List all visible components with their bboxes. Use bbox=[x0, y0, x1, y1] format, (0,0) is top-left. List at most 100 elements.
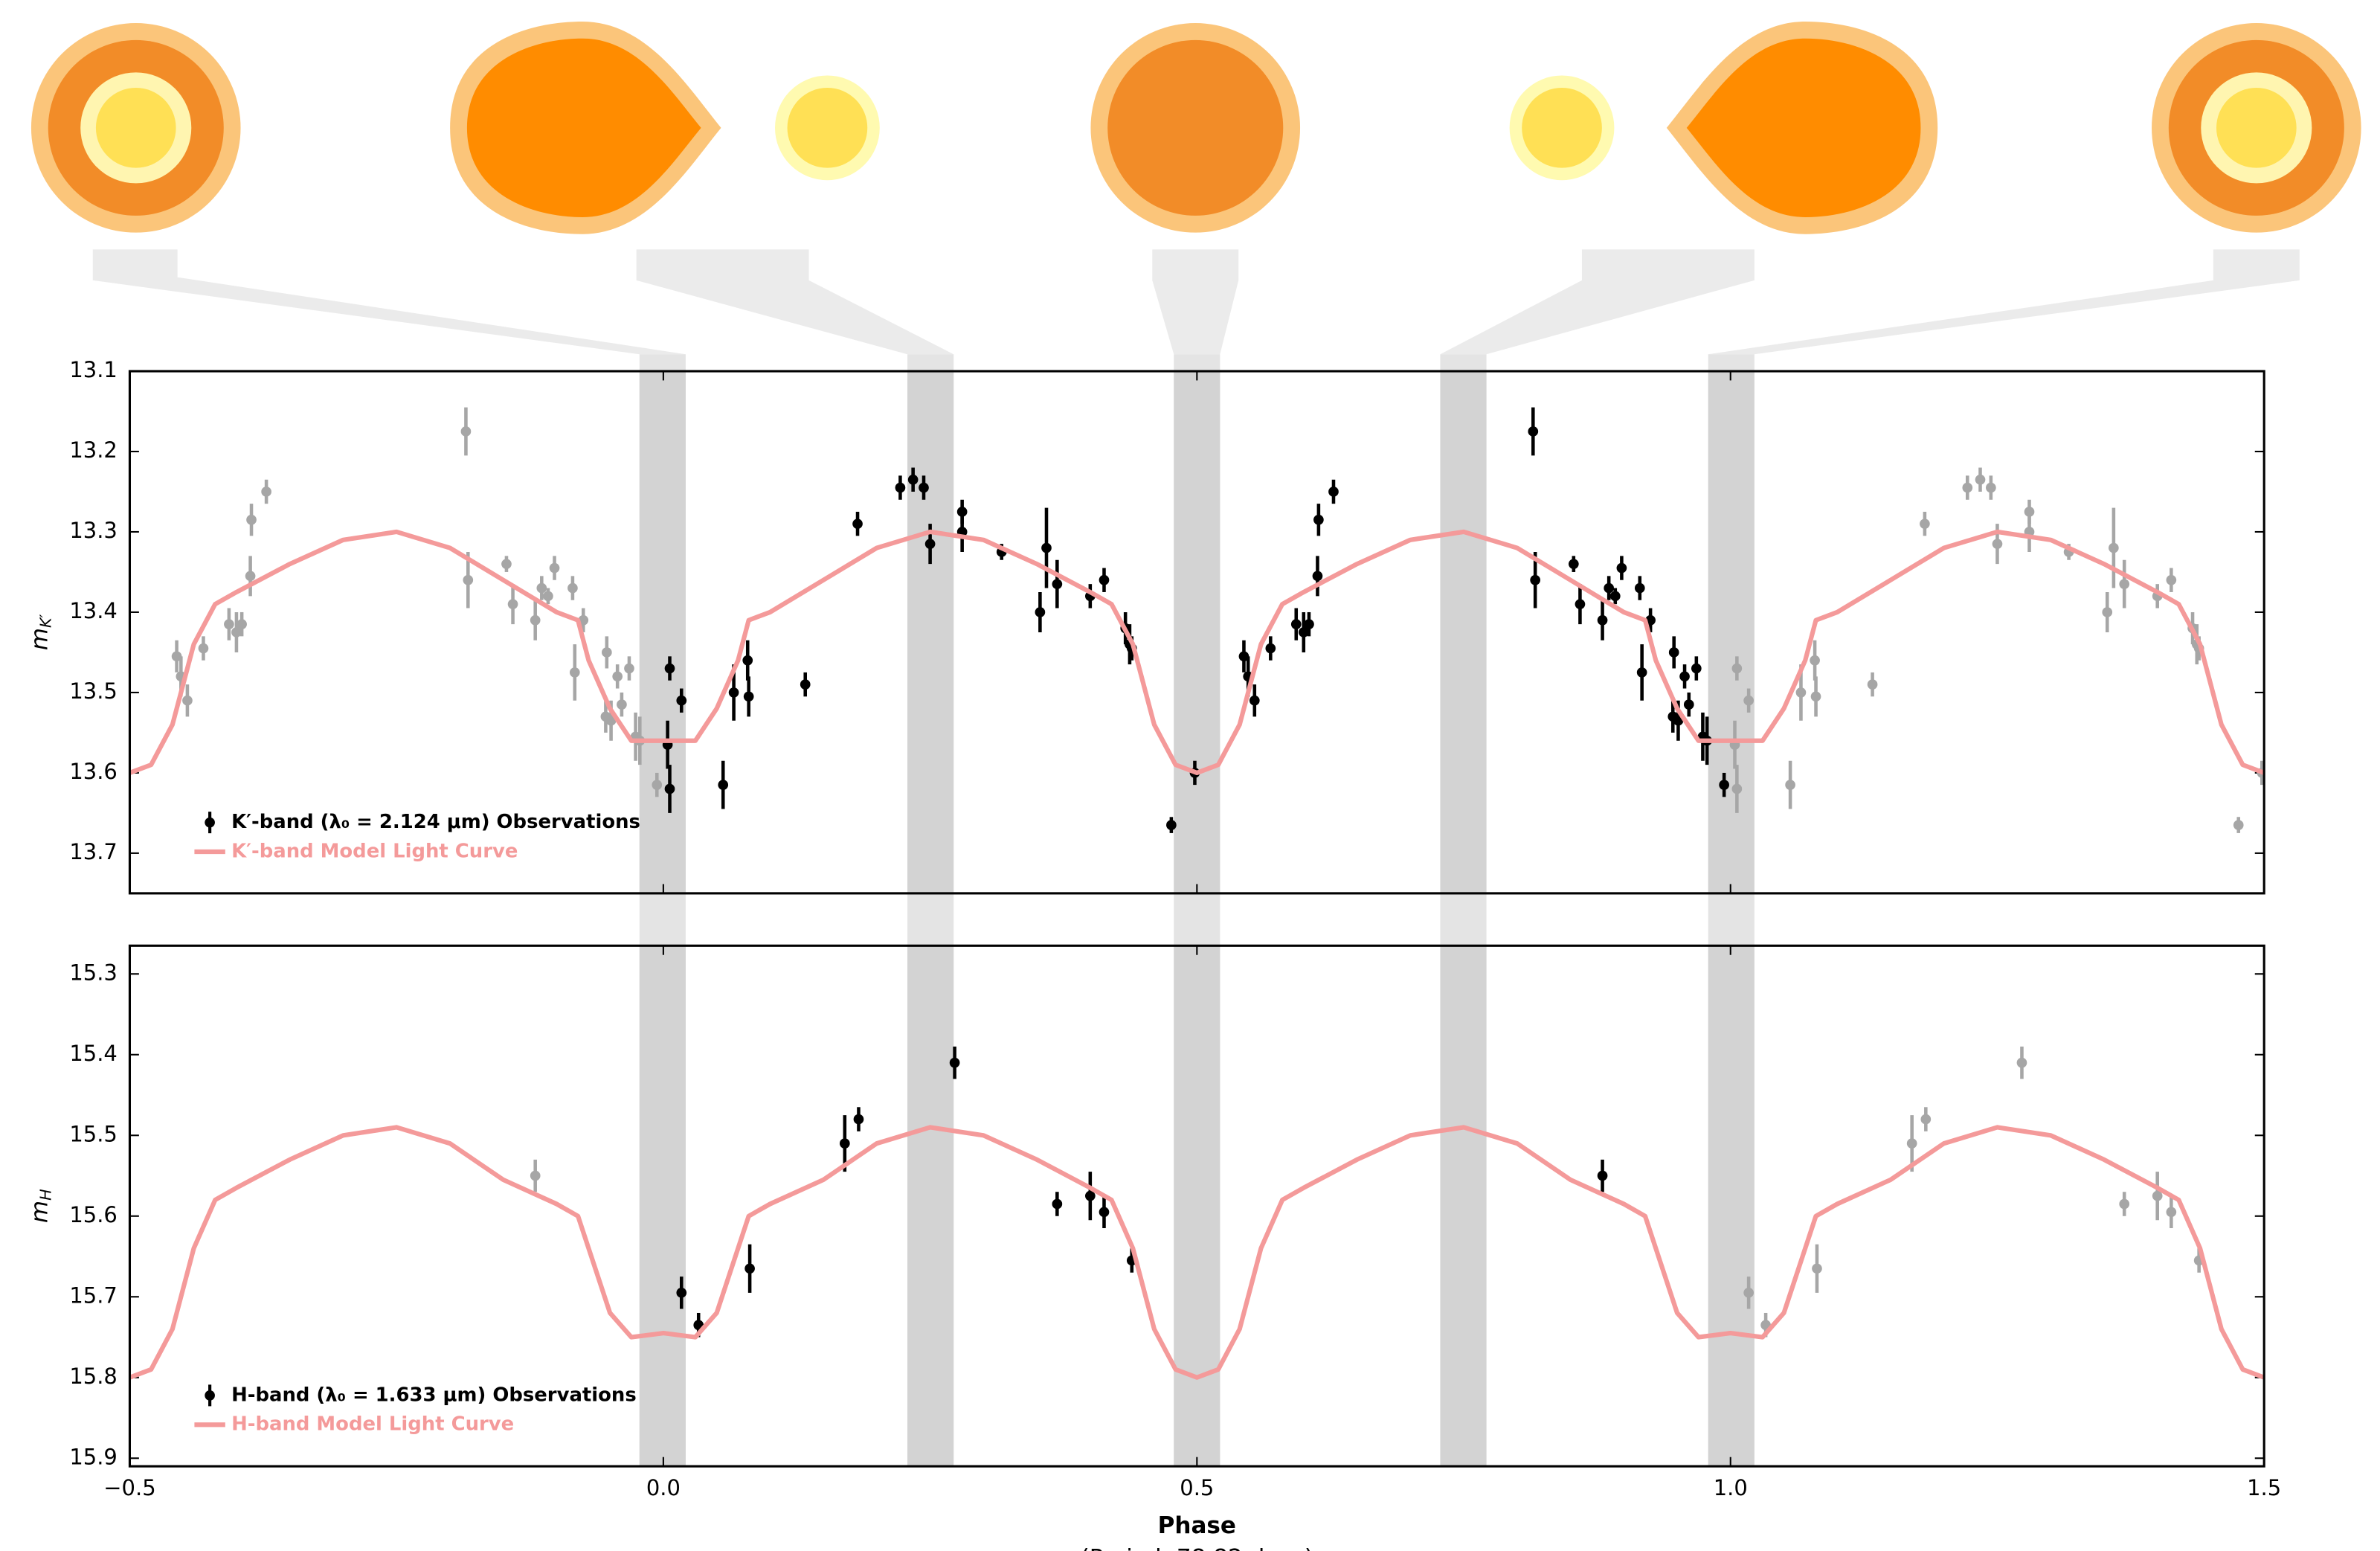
panel: 13.1 13.2 13.3 13.4 13.5 13.6 13.7 mK′ K′-band (… bbox=[26, 357, 2265, 895]
observation-repeat bbox=[182, 695, 193, 706]
star-eclipse bbox=[2152, 23, 2361, 233]
phase-band bbox=[639, 945, 686, 1467]
observation bbox=[1328, 487, 1339, 497]
observation-repeat bbox=[2166, 1207, 2177, 1218]
observation bbox=[1634, 582, 1645, 594]
observation-repeat bbox=[237, 619, 247, 629]
observation-repeat bbox=[1795, 687, 1807, 698]
y-tick-label: 13.4 bbox=[69, 598, 118, 623]
connector bbox=[1440, 249, 1755, 355]
observation bbox=[907, 474, 919, 485]
observation-repeat bbox=[1906, 1138, 1917, 1149]
observation bbox=[1084, 1190, 1096, 1201]
y-tick-label: 13.2 bbox=[69, 437, 118, 463]
observation bbox=[852, 518, 863, 529]
y-axis-label-base: m bbox=[26, 628, 53, 650]
observation-repeat bbox=[2119, 1198, 2130, 1210]
observation bbox=[1719, 780, 1729, 790]
y-tick-label: 13.3 bbox=[69, 518, 118, 543]
y-axis-label: mK′ bbox=[26, 614, 54, 650]
observation bbox=[1597, 1170, 1608, 1181]
observation-repeat bbox=[1731, 663, 1743, 674]
observation-repeat bbox=[501, 559, 512, 569]
connector bbox=[92, 249, 686, 355]
observation bbox=[1298, 627, 1309, 638]
observation bbox=[742, 655, 753, 666]
observation-repeat bbox=[602, 647, 612, 658]
observation bbox=[924, 539, 936, 549]
observation-repeat bbox=[1867, 679, 1878, 690]
observation bbox=[1679, 671, 1690, 682]
observation-repeat bbox=[224, 619, 234, 629]
x-tick-label: −0.5 bbox=[103, 1475, 155, 1500]
observation bbox=[853, 1114, 864, 1125]
star-occult bbox=[1090, 23, 1301, 233]
observation-repeat bbox=[2102, 607, 2113, 617]
observation-repeat bbox=[567, 582, 578, 594]
phase-band bbox=[639, 370, 686, 893]
legend-label: H-band Model Light Curve bbox=[231, 1413, 514, 1436]
observation bbox=[1636, 667, 1647, 678]
observation bbox=[1099, 574, 1110, 585]
legend-label: K′-band (λ₀ = 2.124 μm) Observations bbox=[231, 811, 640, 833]
observation bbox=[1604, 582, 1615, 594]
observation-repeat bbox=[2119, 579, 2130, 589]
observation bbox=[718, 780, 729, 790]
observation-repeat bbox=[530, 614, 541, 626]
connector bbox=[1152, 249, 1239, 355]
observation bbox=[1099, 1207, 1110, 1218]
observation bbox=[1035, 607, 1046, 617]
plot-area bbox=[129, 1046, 2265, 1380]
observation-repeat bbox=[463, 574, 474, 585]
observation bbox=[676, 695, 687, 706]
observation bbox=[1265, 643, 1276, 654]
star-eclipse bbox=[30, 23, 241, 233]
observation-repeat bbox=[1731, 783, 1743, 794]
phase-band bbox=[1440, 945, 1487, 1467]
observation-repeat bbox=[1810, 655, 1820, 666]
observation bbox=[839, 1138, 850, 1149]
y-tick-label: 15.3 bbox=[69, 960, 118, 985]
observation bbox=[664, 783, 675, 794]
observation bbox=[1616, 562, 1627, 574]
y-tick-label: 15.4 bbox=[69, 1041, 118, 1066]
observation-repeat bbox=[530, 1170, 541, 1181]
observation-repeat bbox=[624, 663, 634, 674]
y-axis-label-sub: H bbox=[37, 1189, 55, 1201]
observation bbox=[1609, 591, 1621, 602]
x-tick-label: 1.5 bbox=[2247, 1475, 2281, 1500]
observation bbox=[728, 687, 739, 698]
phase-band bbox=[1440, 370, 1487, 893]
observation-repeat bbox=[617, 699, 627, 710]
observation-repeat bbox=[245, 571, 256, 582]
observation bbox=[1530, 574, 1541, 585]
phase-band bbox=[1174, 370, 1220, 893]
observation-repeat bbox=[1992, 539, 2003, 549]
observation-repeat bbox=[1743, 695, 1754, 706]
observation-repeat bbox=[1975, 474, 1986, 485]
legend-marker bbox=[205, 1390, 215, 1401]
observation bbox=[1668, 647, 1679, 658]
y-axis-label-sub: K′ bbox=[37, 614, 55, 628]
observation-repeat bbox=[2233, 820, 2244, 830]
observation-repeat bbox=[1785, 780, 1795, 790]
observation bbox=[1166, 820, 1177, 830]
connectors bbox=[92, 249, 2300, 355]
observation-repeat bbox=[1920, 1114, 1932, 1125]
y-tick-label: 13.1 bbox=[69, 357, 118, 382]
observation bbox=[1290, 619, 1302, 629]
observation-repeat bbox=[261, 487, 271, 497]
observation-repeat bbox=[1986, 482, 1996, 493]
observation-repeat bbox=[246, 514, 257, 525]
observation-repeat bbox=[543, 591, 553, 602]
observation-repeat bbox=[231, 627, 242, 638]
legend-label: H-band (λ₀ = 1.633 μm) Observations bbox=[231, 1384, 637, 1406]
x-axis-note: (Period: 78.82 days) bbox=[1081, 1544, 1313, 1551]
observation bbox=[1041, 542, 1052, 553]
observation bbox=[1052, 1198, 1063, 1210]
observation-repeat bbox=[549, 562, 560, 574]
observation bbox=[1568, 559, 1579, 569]
observation bbox=[919, 482, 929, 493]
